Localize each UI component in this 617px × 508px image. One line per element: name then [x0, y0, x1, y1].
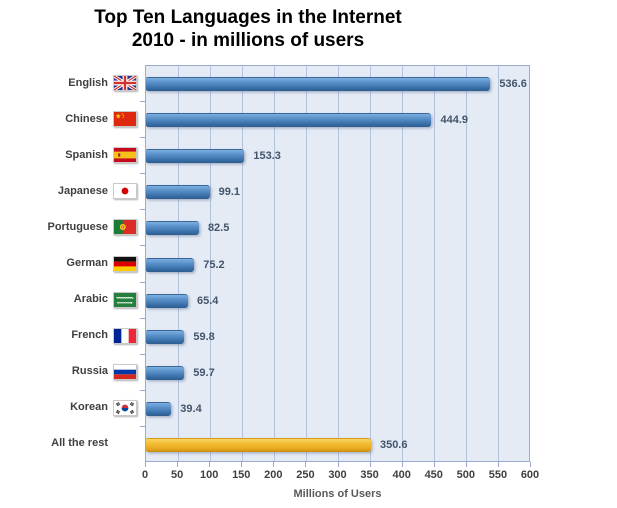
category-boundary-tick-8 — [140, 353, 145, 355]
value-label-8: 59.7 — [193, 366, 215, 379]
category-boundary-tick-9 — [140, 389, 145, 391]
x-tick-label-0: 0 — [141, 469, 149, 481]
gridline-400 — [402, 66, 404, 461]
category-label-8: Russia — [71, 365, 108, 378]
bar-japanese — [146, 185, 210, 200]
x-axis-tick-350 — [369, 462, 371, 467]
gridline-200 — [273, 66, 275, 461]
gridline-300 — [338, 66, 339, 461]
gridline-100 — [209, 66, 211, 461]
bar-german — [146, 257, 195, 272]
plot-area: 536.6 444.9 153.3 99.1 82.5 75.2 65.4 59.8 59.7 3… — [145, 65, 530, 462]
category-boundary-tick-2 — [140, 137, 145, 139]
value-label-9: 39.4 — [180, 402, 202, 415]
x-tick-label-450: 450 — [424, 469, 443, 481]
bar-arabic — [146, 293, 188, 308]
bar-all-the-rest — [146, 437, 371, 452]
value-label-3: 99.1 — [218, 186, 240, 199]
bar-russia — [146, 365, 185, 380]
gridline-550 — [498, 66, 500, 461]
germany-flag-icon — [113, 255, 137, 272]
category-label-6: Arabic — [73, 293, 108, 306]
x-axis-tick-400 — [401, 462, 403, 467]
x-axis-tick-500 — [465, 462, 467, 467]
category-label-0: English — [68, 76, 108, 89]
saudi-arabia-flag-icon — [113, 291, 137, 308]
value-label-0: 536.6 — [499, 78, 527, 91]
uk-flag-icon — [113, 75, 137, 92]
x-tick-label-500: 500 — [456, 469, 475, 481]
x-axis-title: Millions of Users — [293, 488, 382, 500]
value-label-10: 350.6 — [379, 438, 408, 451]
bar-french — [146, 329, 185, 344]
category-boundary-tick-5 — [140, 245, 145, 247]
value-label-4: 82.5 — [207, 222, 230, 235]
chart-title: Top Ten Languages in the Internet — [94, 7, 402, 28]
x-tick-label-50: 50 — [170, 469, 184, 481]
value-label-2: 153.3 — [253, 150, 281, 163]
portugal-flag-icon — [113, 219, 137, 236]
x-tick-label-350: 350 — [360, 469, 379, 481]
x-tick-label-150: 150 — [232, 469, 251, 481]
japan-flag-icon — [113, 183, 137, 200]
bar-english — [146, 77, 491, 92]
x-tick-label-600: 600 — [520, 469, 540, 481]
gridline-450 — [434, 66, 436, 461]
x-axis-tick-50 — [177, 462, 179, 467]
category-label-1: Chinese — [65, 112, 108, 125]
bar-korean — [146, 401, 172, 416]
category-boundary-tick-3 — [140, 173, 145, 175]
bar-chinese — [146, 113, 432, 128]
gridline-350 — [370, 66, 372, 461]
value-label-1: 444.9 — [440, 114, 468, 127]
category-label-5: German — [66, 257, 108, 269]
title-block: Top Ten Languages in the Internet 2010 -… — [0, 6, 496, 52]
x-tick-label-550: 550 — [488, 469, 508, 481]
chart-subtitle: 2010 - in millions of users — [131, 30, 365, 51]
x-axis-tick-200 — [273, 462, 275, 467]
category-label-7: French — [71, 329, 108, 342]
france-flag-icon — [113, 327, 137, 344]
china-flag-icon — [113, 111, 137, 128]
category-label-2: Spanish — [65, 148, 108, 161]
category-label-9: Korean — [70, 401, 108, 414]
x-tick-label-400: 400 — [392, 469, 411, 481]
gridline-150 — [241, 66, 243, 461]
south-korea-flag-icon — [113, 399, 137, 416]
bar-spanish — [146, 149, 245, 164]
value-label-6: 65.4 — [196, 294, 219, 307]
x-axis-tick-600 — [530, 462, 531, 467]
x-tick-label-100: 100 — [199, 469, 219, 481]
x-axis-tick-550 — [497, 462, 499, 467]
category-boundary-tick-10 — [140, 425, 145, 427]
bar-portuguese — [146, 221, 199, 236]
x-axis-tick-300 — [337, 462, 339, 467]
gridline-250 — [305, 66, 307, 461]
value-label-5: 75.2 — [203, 258, 225, 271]
spain-flag-icon — [113, 147, 137, 164]
x-tick-label-300: 300 — [328, 469, 347, 481]
x-axis-tick-250 — [305, 462, 307, 467]
x-tick-label-200: 200 — [264, 469, 283, 481]
x-axis-tick-150 — [241, 462, 243, 467]
category-boundary-tick-4 — [140, 209, 145, 211]
category-label-10: All the rest — [51, 437, 108, 450]
value-label-7: 59.8 — [193, 330, 215, 343]
x-axis-tick-100 — [209, 462, 211, 467]
gridline-500 — [466, 66, 468, 461]
category-boundary-tick-6 — [140, 281, 145, 283]
x-axis-tick-0 — [145, 462, 146, 467]
russia-flag-icon — [113, 363, 137, 380]
x-tick-label-250: 250 — [296, 469, 315, 481]
x-axis-tick-450 — [433, 462, 435, 467]
category-boundary-tick-1 — [140, 101, 145, 103]
category-boundary-tick-7 — [140, 317, 145, 319]
category-label-3: Japanese — [57, 184, 108, 197]
category-label-4: Portuguese — [47, 220, 108, 233]
